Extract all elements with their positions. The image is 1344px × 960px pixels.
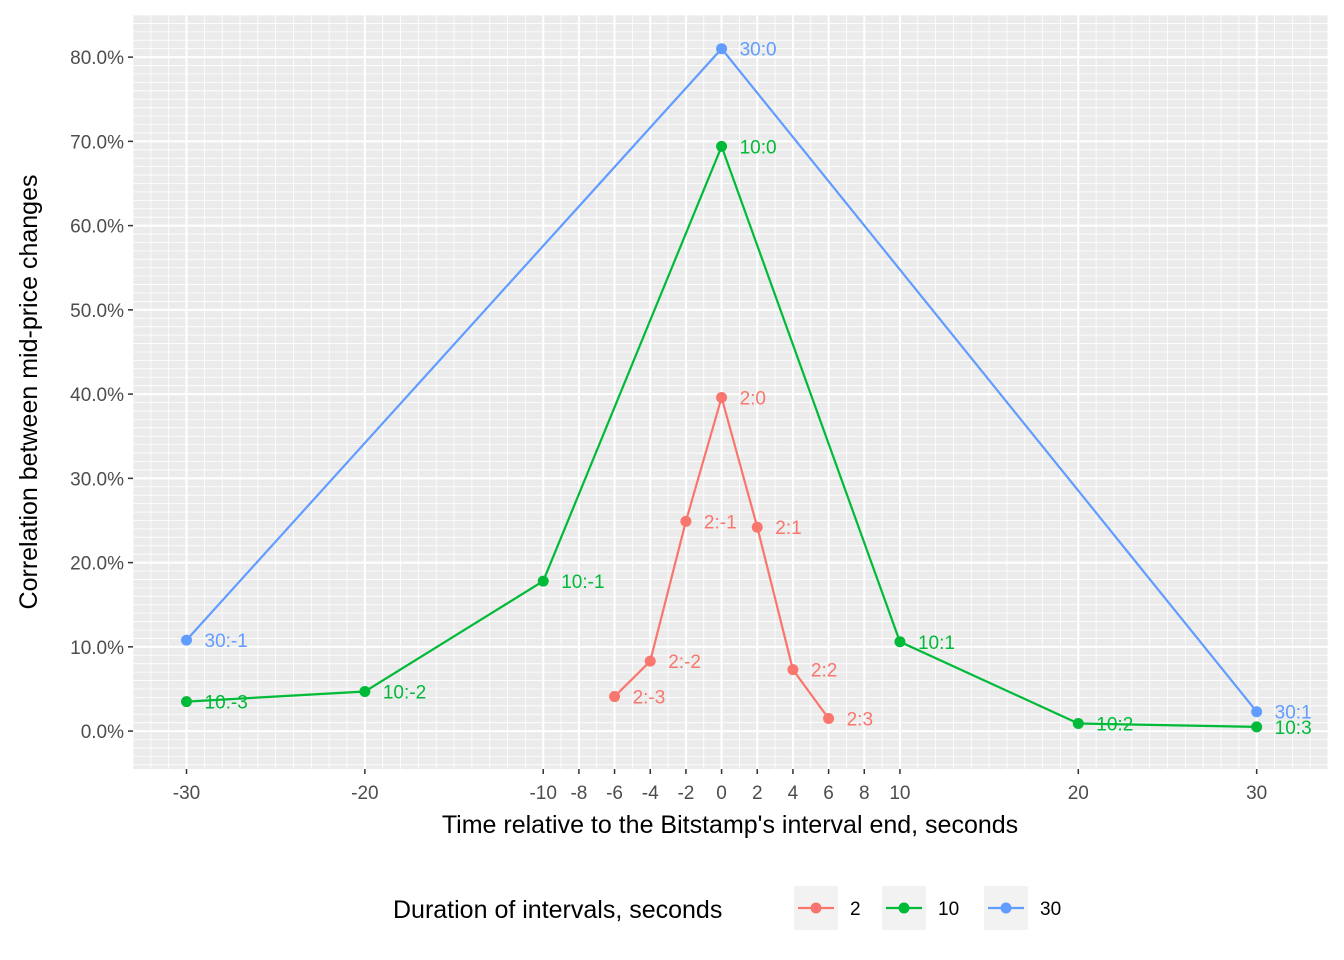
y-tick-label: 50.0%	[70, 301, 124, 322]
y-tick-label: 0.0%	[81, 722, 124, 743]
data-point-30	[1251, 706, 1263, 718]
y-tick-label: 20.0%	[70, 554, 124, 575]
data-point-10	[537, 575, 549, 587]
data-point-2	[644, 655, 656, 667]
y-tick-label: 10.0%	[70, 638, 124, 659]
legend-key-point-10	[898, 902, 910, 914]
grid-major	[133, 15, 1328, 769]
data-label-10: 10:1	[918, 633, 955, 654]
x-tick-label: 0	[716, 783, 727, 804]
data-point-2	[823, 712, 835, 724]
y-tick-label: 80.0%	[70, 48, 124, 69]
y-tick-label: 30.0%	[70, 469, 124, 490]
data-point-2	[751, 521, 763, 533]
data-label-10: 10:-2	[383, 682, 426, 703]
data-point-10	[1072, 718, 1084, 730]
data-label-2: 2:-3	[633, 688, 666, 709]
data-point-30	[181, 634, 193, 646]
legend-label-2: 2	[850, 899, 861, 920]
data-point-10	[181, 696, 193, 708]
data-label-2: 2:-2	[668, 652, 701, 673]
legend-label-30: 30	[1040, 899, 1061, 920]
data-label-30: 30:-1	[205, 631, 248, 652]
data-label-10: 10:-3	[205, 693, 248, 714]
data-label-2: 2:-1	[704, 512, 737, 533]
x-tick-label: -10	[529, 783, 556, 804]
x-tick-label: 10	[889, 783, 910, 804]
legend-key-point-30	[1000, 902, 1012, 914]
data-label-30: 30:1	[1275, 703, 1312, 724]
data-point-2	[609, 691, 621, 703]
panel-background	[133, 15, 1328, 769]
x-tick-label: 2	[752, 783, 763, 804]
x-tick-label: -6	[606, 783, 623, 804]
x-axis-title: Time relative to the Bitstamp's interval…	[442, 811, 1018, 839]
data-label-2: 2:2	[811, 661, 837, 682]
y-axis-title: Correlation between mid-price changes	[15, 175, 43, 610]
legend-key-point-2	[810, 902, 822, 914]
data-point-30	[716, 43, 728, 55]
data-point-2	[716, 391, 728, 403]
y-tick-label: 40.0%	[70, 385, 124, 406]
x-axis: -30 -20 -10 -8 -6 -4 -2 0 2 4 6 8 10 20 30	[173, 769, 1267, 804]
x-tick-label: -8	[570, 783, 587, 804]
x-tick-label: -20	[351, 783, 378, 804]
data-label-10: 10:2	[1096, 715, 1133, 736]
series-points	[181, 43, 1263, 733]
data-point-10	[894, 636, 906, 648]
x-tick-label: -2	[677, 783, 694, 804]
x-tick-label: -4	[642, 783, 659, 804]
data-label-10: 10:0	[740, 137, 777, 158]
data-label-2: 2:3	[847, 709, 873, 730]
data-point-10	[716, 140, 728, 152]
data-label-2: 2:1	[775, 518, 801, 539]
y-axis: 0.0% 10.0% 20.0% 30.0% 40.0% 50.0% 60.0% 70.0% 8…	[70, 48, 133, 743]
x-tick-label: 6	[823, 783, 834, 804]
data-point-2	[787, 664, 799, 676]
y-tick-label: 60.0%	[70, 217, 124, 238]
data-label-2: 2:0	[740, 388, 766, 409]
y-tick-label: 70.0%	[70, 132, 124, 153]
data-label-10: 10:-1	[561, 572, 604, 593]
x-tick-label: -30	[173, 783, 200, 804]
x-tick-label: 20	[1068, 783, 1089, 804]
data-point-10	[359, 685, 371, 697]
data-label-30: 30:0	[740, 40, 777, 61]
legend: Duration of intervals, seconds 2 10 30	[393, 886, 1061, 930]
data-label-10: 10:3	[1275, 718, 1312, 739]
data-point-2	[680, 515, 692, 527]
x-tick-label: 4	[788, 783, 799, 804]
x-tick-label: 8	[859, 783, 870, 804]
data-point-10	[1251, 721, 1263, 733]
legend-title: Duration of intervals, seconds	[393, 896, 722, 924]
x-tick-label: 30	[1246, 783, 1267, 804]
legend-label-10: 10	[938, 899, 959, 920]
series-labels: 2:-32:-2 2:-1 2:0 2:1 2:2 2:3 10:-3 10:-2 10:-1 1…	[205, 40, 1312, 739]
